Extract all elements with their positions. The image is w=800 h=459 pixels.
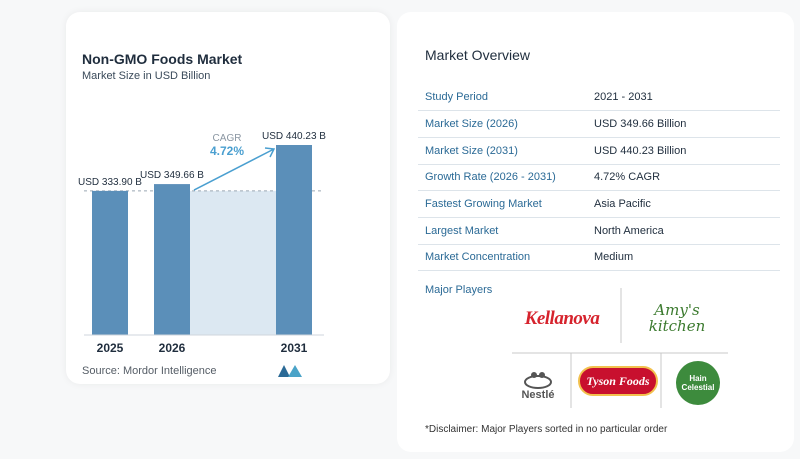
overview-row: Growth Rate (2026 - 2031) 4.72% CAGR bbox=[418, 164, 780, 192]
hain-celestial-logo: Hain Celestial bbox=[672, 359, 724, 407]
overview-row: Fastest Growing Market Asia Pacific bbox=[418, 190, 780, 218]
bar-data-label: USD 440.23 B bbox=[262, 131, 326, 142]
overview-row: Market Concentration Medium bbox=[418, 244, 780, 272]
overview-table: Study Period 2021 - 2031 Market Size (2026… bbox=[418, 84, 780, 272]
overview-row: Study Period 2021 - 2031 bbox=[418, 84, 780, 112]
bar-2025 bbox=[92, 190, 128, 335]
bar-data-label: USD 333.90 B bbox=[78, 177, 142, 188]
cagr-value: 4.72% bbox=[210, 144, 244, 158]
disclaimer: *Disclaimer: Major Players sorted in no … bbox=[425, 424, 668, 435]
kellanova-logo: Kellanova bbox=[512, 301, 612, 337]
x-tick-label: 2031 bbox=[281, 341, 308, 355]
overview-value: Asia Pacific bbox=[587, 190, 780, 218]
cagr-arrow bbox=[193, 147, 276, 191]
major-players-grid: Kellanova Amy's kitchen Nestlé Tyson Foo… bbox=[500, 283, 770, 413]
overview-value: 2021 - 2031 bbox=[587, 84, 780, 112]
bar-data-label: USD 349.66 B bbox=[140, 170, 204, 181]
players-grid-lines bbox=[512, 288, 728, 408]
source-text: Source: Mordor Intelligence bbox=[82, 365, 217, 377]
bar-2031 bbox=[276, 145, 312, 335]
overview-key: Market Concentration bbox=[418, 244, 587, 272]
overview-title: Market Overview bbox=[425, 47, 531, 63]
nestle-logo: Nestlé bbox=[508, 361, 568, 407]
overview-key: Study Period bbox=[418, 84, 587, 112]
chart-title: Non-GMO Foods Market bbox=[82, 51, 243, 67]
tyson-foods-logo: Tyson Foods bbox=[578, 363, 658, 399]
bar-2026 bbox=[154, 184, 190, 335]
overview-key: Fastest Growing Market bbox=[418, 190, 587, 218]
overview-row: Largest Market North America bbox=[418, 217, 780, 245]
overview-value: USD 349.66 Billion bbox=[587, 110, 780, 138]
overview-key: Growth Rate (2026 - 2031) bbox=[418, 164, 587, 192]
hain-celestial-logo-text: Hain Celestial bbox=[681, 374, 715, 392]
overview-value: 4.72% CAGR bbox=[587, 164, 780, 192]
growth-band bbox=[190, 190, 276, 335]
overview-value: North America bbox=[587, 217, 780, 245]
tyson-foods-logo-text: Tyson Foods bbox=[586, 374, 650, 388]
kellanova-logo-text: Kellanova bbox=[524, 308, 600, 329]
amys-kitchen-logo: Amy's kitchen bbox=[632, 293, 722, 343]
overview-row: Market Size (2031) USD 440.23 Billion bbox=[418, 137, 780, 165]
overview-key: Market Size (2026) bbox=[418, 110, 587, 138]
overview-row: Market Size (2026) USD 349.66 Billion bbox=[418, 110, 780, 138]
overview-key: Market Size (2031) bbox=[418, 137, 587, 165]
overview-value: Medium bbox=[587, 244, 780, 272]
overview-key: Largest Market bbox=[418, 217, 587, 245]
nestle-logo-text: Nestlé bbox=[521, 389, 555, 401]
x-tick-label: 2025 bbox=[97, 341, 124, 355]
major-players-title: Major Players bbox=[425, 284, 493, 296]
mordor-logo-icon bbox=[278, 365, 302, 377]
overview-value: USD 440.23 Billion bbox=[587, 137, 780, 165]
nest-birds-icon bbox=[524, 372, 552, 389]
cagr-label: CAGR bbox=[213, 133, 242, 144]
chart-subtitle: Market Size in USD Billion bbox=[82, 70, 211, 82]
amys-kitchen-logo-text: Amy's kitchen bbox=[648, 301, 706, 335]
x-tick-label: 2026 bbox=[159, 341, 186, 355]
